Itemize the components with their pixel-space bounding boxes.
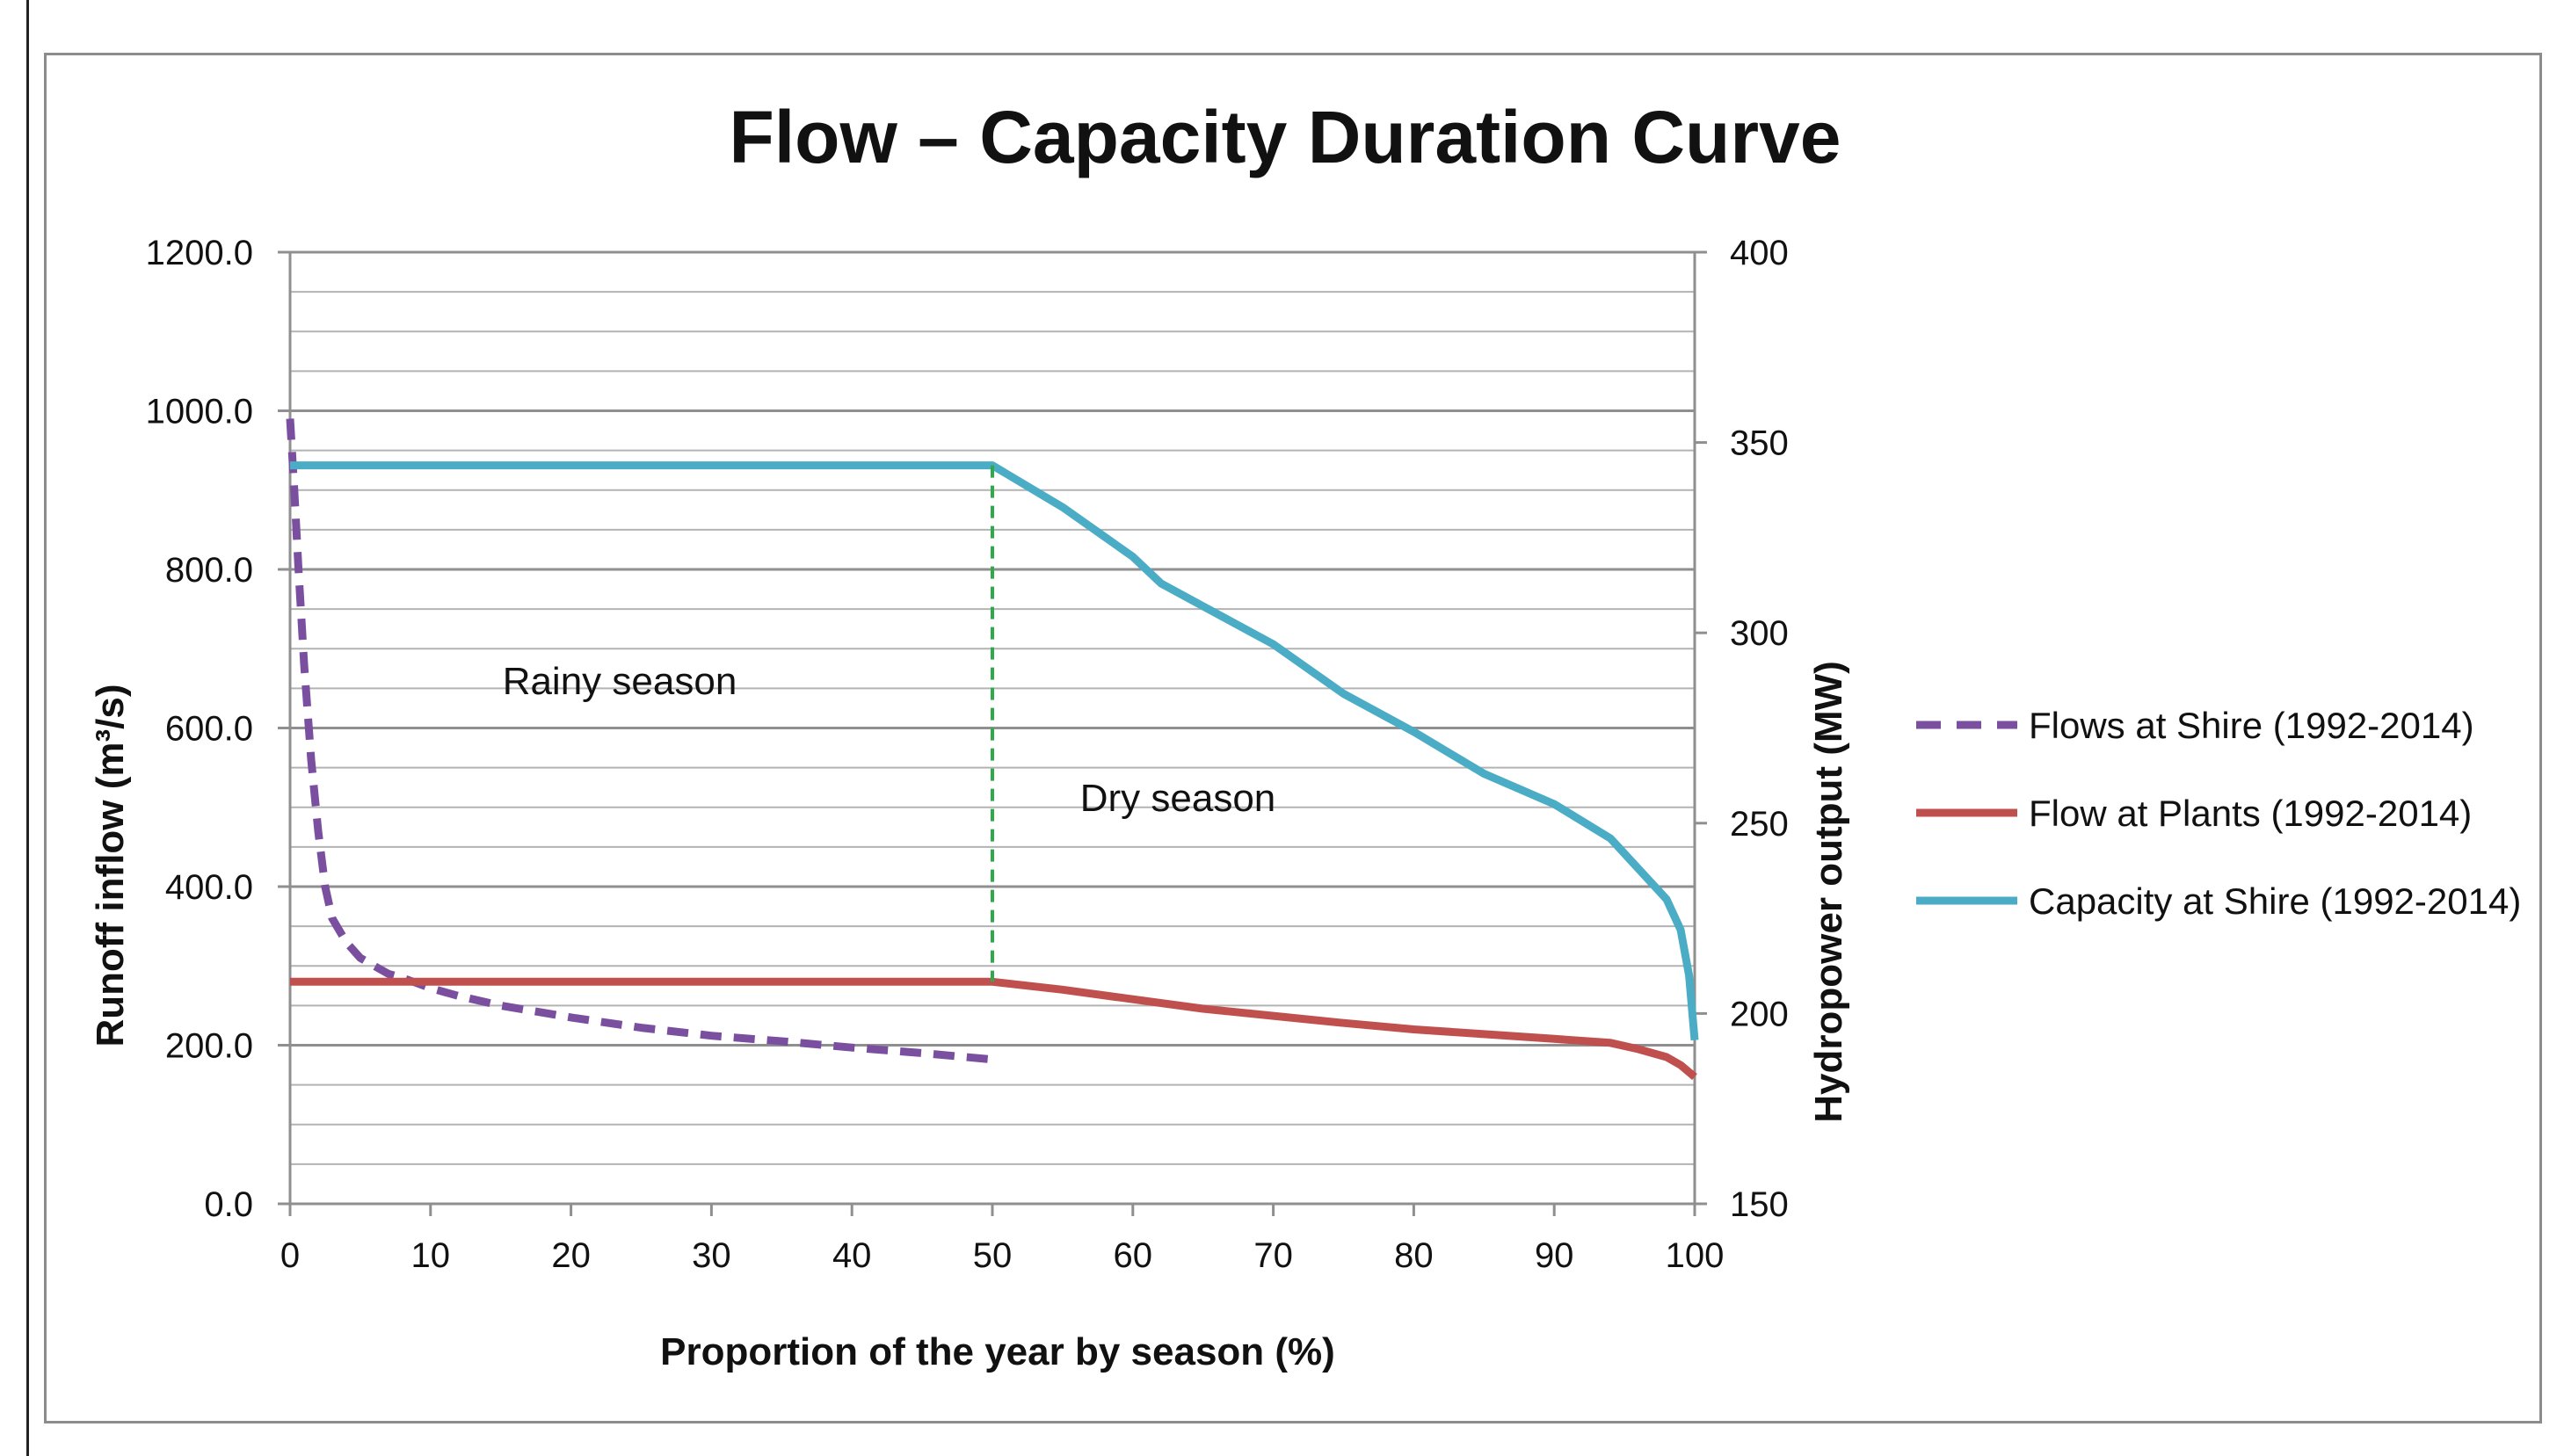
legend-label-flows-at-shire: Flows at Shire (1992-2014) [2029,705,2474,746]
series-line-flow-at-plants-1992-2014 [290,977,1697,1081]
y-tick-label: 200.0 [165,1027,253,1066]
gridlines [290,250,1695,1206]
x-tick-label: 40 [832,1236,872,1275]
y2-axis-label: Hydropower output (MW) [1807,661,1850,1122]
x-tick-label: 100 [1666,1236,1725,1275]
legend-label-flow-at-plants: Flow at Plants (1992-2014) [2029,793,2472,834]
y2-tick-label: 250 [1730,805,1789,844]
y-tick-label: 400.0 [165,868,253,907]
series-line-capacity-at-shire-1992-2014 [290,461,1699,1041]
x-tick-label: 10 [411,1236,451,1275]
y2-tick-label: 350 [1730,424,1789,463]
y-tick-labels: 0.0 200.0 400.0 600.0 800.0 1000.0 1200.0 [146,234,290,1224]
plot-area [286,418,1699,1081]
chart-frame [44,53,2542,1423]
dry-season-label: Dry season [1080,777,1276,820]
x-tick-label: 50 [973,1236,1013,1275]
y2-tick-label: 400 [1730,234,1789,272]
x-tick-label: 30 [692,1236,731,1275]
series-line-flows-at-shire-1992-2014 [286,418,993,1064]
y-tick-label: 1200.0 [146,234,253,272]
y-axis-label: Runoff inflow (m³/s) [89,684,132,1047]
x-tick-labels: 0 10 20 30 40 50 60 70 80 90 100 [280,1204,1725,1275]
legend-label-capacity-at-shire: Capacity at Shire (1992-2014) [2029,880,2521,922]
legend: Flows at Shire (1992-2014) Flow at Plant… [1916,705,2521,922]
x-tick-label: 20 [551,1236,591,1275]
x-tick-label: 90 [1535,1236,1574,1275]
x-axis-label: Proportion of the year by season (%) [660,1330,1335,1373]
y-tick-label: 800.0 [165,551,253,590]
y2-tick-label: 150 [1730,1185,1789,1224]
y2-tick-label: 200 [1730,995,1789,1033]
x-tick-label: 0 [280,1236,300,1275]
y2-tick-label: 300 [1730,614,1789,653]
rainy-season-label: Rainy season [503,660,737,703]
y-tick-label: 0.0 [204,1185,253,1224]
x-tick-label: 60 [1114,1236,1153,1275]
y-tick-label: 600.0 [165,710,253,749]
x-tick-label: 80 [1394,1236,1434,1275]
y-tick-label: 1000.0 [146,393,253,431]
chart-title: Flow – Capacity Duration Curve [730,96,1841,178]
x-tick-label: 70 [1253,1236,1293,1275]
page-left-rule [26,0,29,1456]
y2-tick-labels: 150 200 250 300 350 400 [1695,234,1789,1224]
